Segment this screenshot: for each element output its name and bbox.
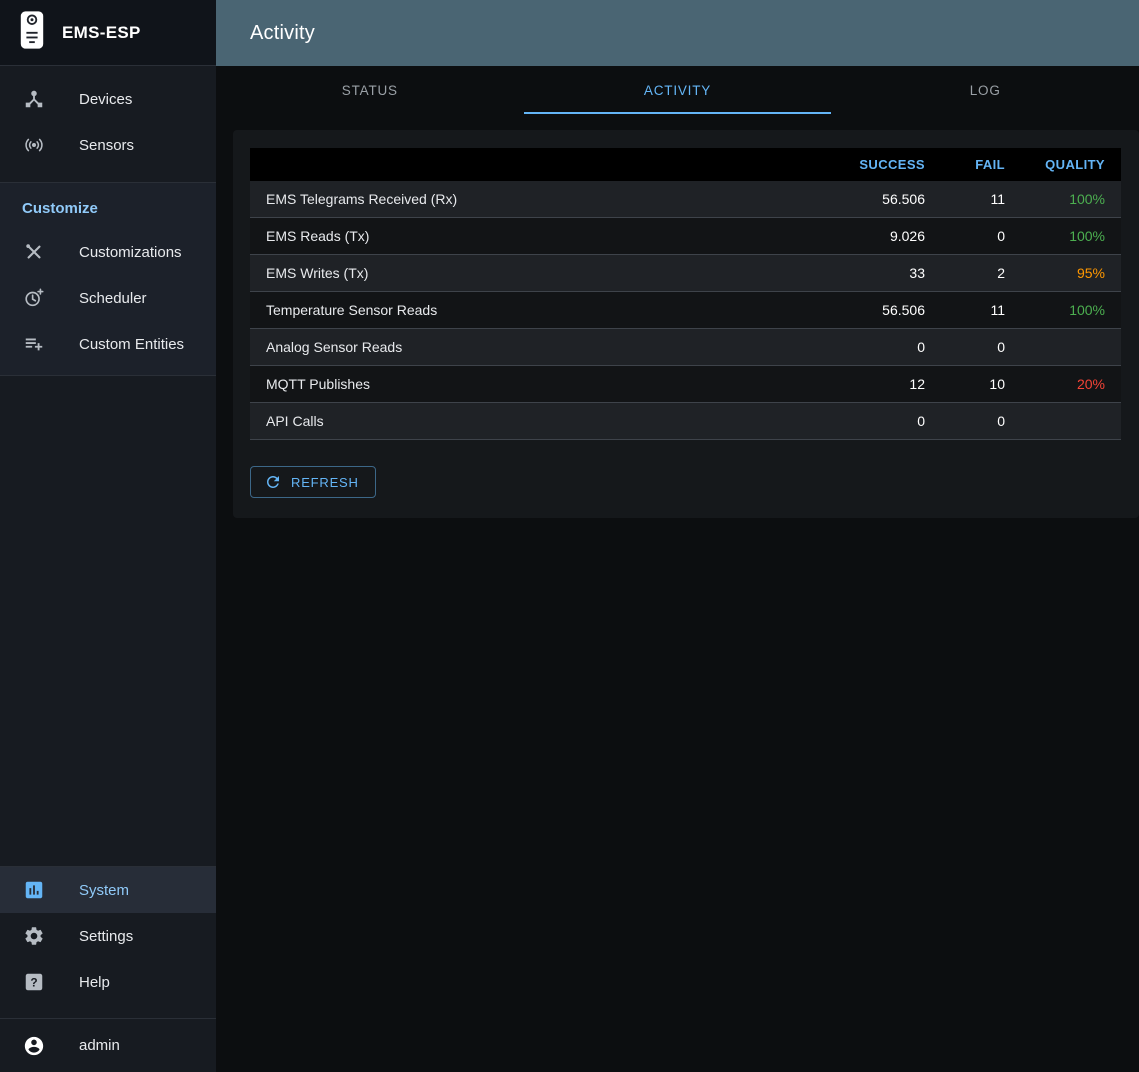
sidebar-item-label: Devices <box>79 90 133 108</box>
page-title: Activity <box>250 21 315 44</box>
sidebar-main-nav: Devices Sensors <box>0 66 216 168</box>
table-row: EMS Reads (Tx) 9.026 0 100% <box>250 217 1121 255</box>
column-header-quality: QUALITY <box>1021 148 1121 181</box>
sidebar-bottom-nav: System Settings ? Help <box>0 866 216 1072</box>
table-row: MQTT Publishes 12 10 20% <box>250 365 1121 403</box>
column-header-success: SUCCESS <box>831 148 941 181</box>
row-name: EMS Telegrams Received (Rx) <box>250 181 831 218</box>
table-row: Analog Sensor Reads 0 0 <box>250 328 1121 366</box>
sidebar-item-label: Custom Entities <box>79 335 185 353</box>
sidebar-item-label: Customizations <box>79 243 182 261</box>
row-fail: 11 <box>941 181 1021 218</box>
system-chart-icon <box>22 878 46 902</box>
sidebar-item-label: Scheduler <box>79 289 147 307</box>
row-quality <box>1021 402 1121 440</box>
row-success: 33 <box>831 254 941 292</box>
row-quality: 100% <box>1021 291 1121 329</box>
sidebar-item-customizations[interactable]: Customizations <box>0 229 216 275</box>
sidebar-item-help[interactable]: ? Help <box>0 959 216 1005</box>
tab-bar: STATUS ACTIVITY LOG <box>216 66 1139 114</box>
account-icon <box>22 1034 46 1058</box>
table-header-row: SUCCESS FAIL QUALITY <box>250 148 1121 181</box>
refresh-button[interactable]: REFRESH <box>250 466 376 498</box>
sidebar-item-label: System <box>79 881 130 899</box>
sidebar-item-sensors[interactable]: Sensors <box>0 122 216 168</box>
sidebar-customize-section: Customize Customizations <box>0 182 216 376</box>
sidebar-item-system[interactable]: System <box>0 867 216 913</box>
row-name: Temperature Sensor Reads <box>250 291 831 329</box>
sidebar-header: EMS-ESP <box>0 0 216 66</box>
row-success: 56.506 <box>831 291 941 329</box>
sidebar-item-scheduler[interactable]: Scheduler <box>0 275 216 321</box>
app-title: EMS-ESP <box>62 22 141 42</box>
row-success: 56.506 <box>831 181 941 218</box>
column-header-fail: FAIL <box>941 148 1021 181</box>
playlist-add-icon <box>22 332 46 356</box>
sensors-icon <box>22 133 46 157</box>
gear-icon <box>22 924 46 948</box>
row-quality: 100% <box>1021 217 1121 255</box>
row-name: EMS Writes (Tx) <box>250 254 831 292</box>
table-row: EMS Telegrams Received (Rx) 56.506 11 10… <box>250 181 1121 218</box>
sidebar-item-settings[interactable]: Settings <box>0 913 216 959</box>
column-header-name <box>250 148 831 181</box>
sidebar-spacer <box>0 376 216 866</box>
devices-icon <box>22 87 46 111</box>
sidebar: EMS-ESP Devices Sensors <box>0 0 216 1072</box>
table-row: API Calls 0 0 <box>250 402 1121 440</box>
table-row: EMS Writes (Tx) 33 2 95% <box>250 254 1121 292</box>
customize-section-header[interactable]: Customize <box>22 200 98 217</box>
refresh-button-label: REFRESH <box>291 474 359 490</box>
row-name: Analog Sensor Reads <box>250 328 831 366</box>
ems-esp-logo-icon <box>18 9 46 56</box>
table-row: Temperature Sensor Reads 56.506 11 100% <box>250 291 1121 329</box>
sidebar-item-label: Help <box>79 973 110 991</box>
sidebar-divider <box>0 1018 216 1019</box>
row-name: EMS Reads (Tx) <box>250 217 831 255</box>
row-fail: 0 <box>941 328 1021 366</box>
row-fail: 11 <box>941 291 1021 329</box>
row-quality: 100% <box>1021 181 1121 218</box>
svg-text:?: ? <box>30 975 37 989</box>
row-success: 9.026 <box>831 217 941 255</box>
row-fail: 2 <box>941 254 1021 292</box>
row-quality: 20% <box>1021 365 1121 403</box>
help-icon: ? <box>22 970 46 994</box>
refresh-icon <box>264 473 282 491</box>
row-fail: 0 <box>941 402 1021 440</box>
row-fail: 0 <box>941 217 1021 255</box>
appbar: Activity <box>216 0 1139 66</box>
tab-activity[interactable]: ACTIVITY <box>523 66 832 114</box>
activity-card: SUCCESS FAIL QUALITY EMS Telegrams Recei… <box>233 130 1139 518</box>
row-success: 12 <box>831 365 941 403</box>
tab-status[interactable]: STATUS <box>341 82 398 98</box>
sidebar-item-devices[interactable]: Devices <box>0 76 216 122</box>
user-label: admin <box>79 1037 120 1054</box>
content: SUCCESS FAIL QUALITY EMS Telegrams Recei… <box>216 114 1139 1072</box>
row-success: 0 <box>831 328 941 366</box>
row-name: API Calls <box>250 402 831 440</box>
row-quality: 95% <box>1021 254 1121 292</box>
row-quality <box>1021 328 1121 366</box>
tools-icon <box>22 240 46 264</box>
row-fail: 10 <box>941 365 1021 403</box>
sidebar-item-admin[interactable]: admin <box>0 1019 216 1072</box>
scheduler-icon <box>22 286 46 310</box>
sidebar-item-label: Settings <box>79 927 134 945</box>
row-name: MQTT Publishes <box>250 365 831 403</box>
sidebar-item-custom-entities[interactable]: Custom Entities <box>0 321 216 367</box>
row-success: 0 <box>831 402 941 440</box>
sidebar-item-label: Sensors <box>79 136 135 154</box>
activity-table: SUCCESS FAIL QUALITY EMS Telegrams Recei… <box>250 148 1121 440</box>
main-area: Activity STATUS ACTIVITY LOG SUCCESS FAI… <box>216 0 1139 1072</box>
tab-log[interactable]: LOG <box>969 82 1001 98</box>
